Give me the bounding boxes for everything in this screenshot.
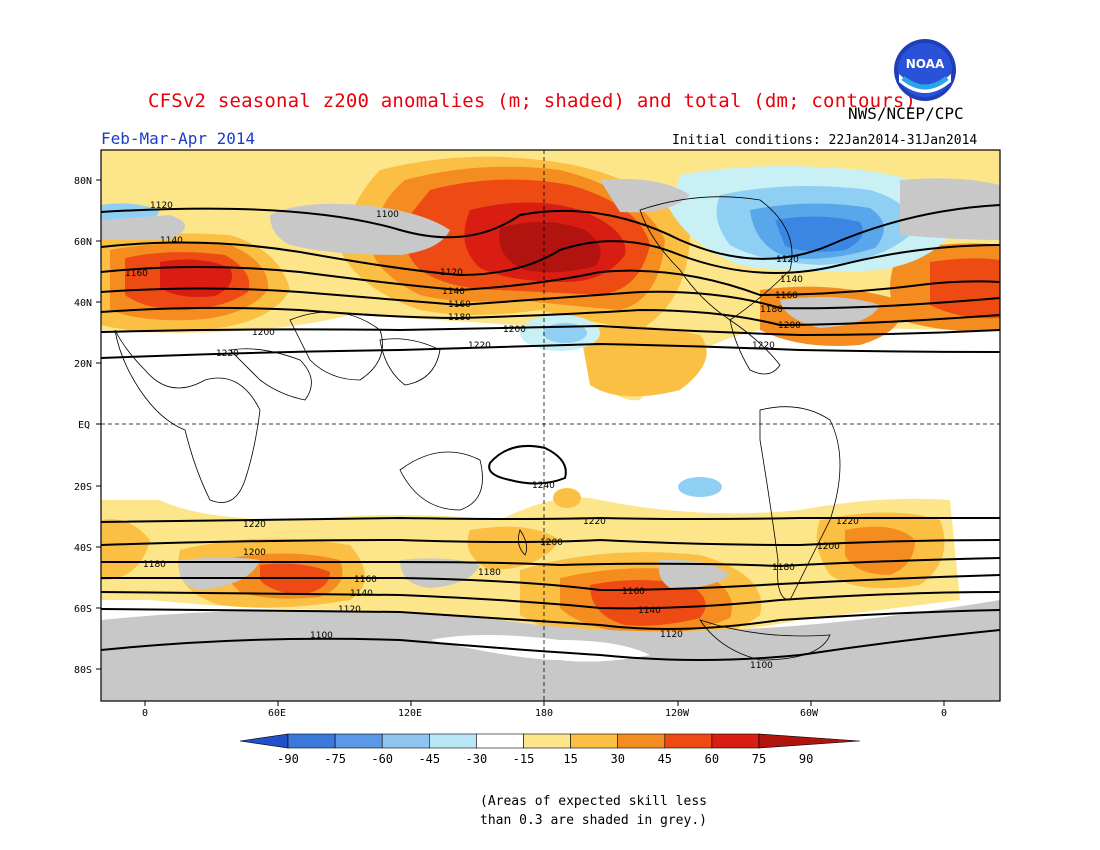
chart-title: CFSv2 seasonal z200 anomalies (m; shaded…: [148, 90, 917, 112]
lat-label: 40S: [74, 543, 92, 554]
contour-label-1160e: 1160: [622, 587, 645, 597]
lat-label: 60S: [74, 604, 92, 615]
colorbar-label: 45: [658, 752, 672, 766]
colorbar: -90 -75 -60 -45 -30 -15 15 30 45 60 75 90: [239, 733, 861, 766]
contour-label-1100b: 1100: [310, 631, 333, 641]
contour-label-1140d: 1140: [350, 589, 373, 599]
colorbar-swatch: [570, 733, 618, 749]
colorbar-label: 30: [610, 752, 624, 766]
noaa-logo: NOAA: [894, 39, 956, 101]
contour-label-1220f: 1220: [836, 517, 859, 527]
contour-label-1160b: 1160: [448, 300, 471, 310]
contour-label-1140b: 1140: [442, 287, 465, 297]
colorbar-swatch: [664, 733, 713, 749]
contour-label-1160d: 1160: [354, 575, 377, 585]
agency-label: NWS/NCEP/CPC: [848, 104, 964, 123]
contour-label-1220e: 1220: [583, 517, 606, 527]
contour-label-1180c: 1180: [760, 305, 783, 315]
colorbar-label: 15: [563, 752, 577, 766]
colorbar-swatch: [287, 733, 336, 749]
contour-label-1160: 1160: [125, 269, 148, 279]
contours: [101, 204, 1000, 661]
contour-label-1100: 1100: [376, 210, 399, 220]
contour-label-1120b: 1120: [440, 268, 463, 278]
lat-label: 20N: [74, 359, 92, 370]
contour-label-1120d: 1120: [338, 605, 361, 615]
lat-label: 80S: [74, 665, 92, 676]
lat-label: 20S: [74, 482, 92, 493]
colorbar-label: -60: [371, 752, 393, 766]
contour-label-1200d: 1200: [243, 548, 266, 558]
lon-label: 180: [535, 708, 553, 719]
contour-label-1220: 1220: [216, 349, 239, 359]
lon-label: 120E: [398, 708, 422, 719]
season-label: Feb-Mar-Apr 2014: [101, 129, 256, 148]
colorbar-label: -45: [418, 752, 440, 766]
contour-label-1140: 1140: [160, 236, 183, 246]
contour-label-1140c: 1140: [780, 275, 803, 285]
contour-label-1140e: 1140: [638, 606, 661, 616]
contour-label-1120: 1120: [150, 201, 173, 211]
lon-label: 60E: [268, 708, 286, 719]
lat-label: 80N: [74, 176, 92, 187]
logo-text: NOAA: [906, 57, 945, 71]
colorbar-swatch: [617, 733, 666, 749]
lon-label: 0: [142, 708, 148, 719]
contour-label-1220d: 1220: [243, 520, 266, 530]
coastlines: [114, 196, 841, 661]
colorbar-label: -15: [513, 752, 535, 766]
colorbar-swatch: [476, 733, 524, 749]
colorbar-label: 75: [752, 752, 766, 766]
colorbar-swatch: [711, 733, 760, 749]
colorbar-left-arrow: [239, 733, 289, 749]
contour-label-1200b: 1200: [503, 325, 526, 335]
colorbar-label: -30: [466, 752, 488, 766]
lat-label: 40N: [74, 298, 92, 309]
lon-label: 120W: [665, 708, 690, 719]
contour-label-1120c: 1120: [776, 255, 799, 265]
contour-label-1220b: 1220: [468, 341, 491, 351]
footnote-line-2: than 0.3 are shaded in grey.): [480, 813, 707, 828]
latitude-axis: 80N 60N 40N 20N EQ 20S 40S 60S 80S: [74, 176, 101, 676]
colorbar-label: -75: [324, 752, 346, 766]
contour-label-1200c: 1200: [778, 321, 801, 331]
lat-label: 60N: [74, 237, 92, 248]
contour-labels: 1120 1140 1160 1100 1120 1140 1160 1180 …: [125, 201, 859, 671]
initial-conditions-label: Initial conditions: 22Jan2014-31Jan2014: [672, 133, 978, 148]
contour-label-1200e: 1200: [540, 538, 563, 548]
contour-label-1240: 1240: [532, 481, 555, 491]
footnote-line-1: (Areas of expected skill less: [480, 794, 707, 809]
contour-label-1120e: 1120: [660, 630, 683, 640]
colorbar-right-arrow: [758, 733, 861, 749]
map-frame: [100, 149, 1001, 702]
contour-label-1160c: 1160: [775, 291, 798, 301]
contour-label-1200f: 1200: [817, 542, 840, 552]
lon-label: 60W: [800, 708, 819, 719]
colorbar-swatch: [334, 733, 383, 749]
longitude-axis: 0 60E 120E 180 120W 60W 0: [142, 701, 947, 719]
contour-label-1100c: 1100: [750, 661, 773, 671]
contour-label-1200: 1200: [252, 328, 275, 338]
contour-label-1180b: 1180: [448, 313, 471, 323]
lon-label: 0: [941, 708, 947, 719]
contour-label-1220c: 1220: [752, 341, 775, 351]
colorbar-label: -90: [277, 752, 299, 766]
colorbar-swatch: [428, 733, 477, 749]
contour-label-1180e: 1180: [478, 568, 501, 578]
colorbar-swatch: [381, 733, 430, 749]
lat-label: EQ: [78, 420, 90, 431]
colorbar-swatch: [523, 733, 571, 749]
contour-label-1180d: 1180: [143, 560, 166, 570]
skill-footnote: (Areas of expected skill less than 0.3 a…: [480, 792, 707, 830]
colorbar-label: 60: [705, 752, 719, 766]
contour-label-1180f: 1180: [772, 563, 795, 573]
colorbar-label: 90: [799, 752, 813, 766]
